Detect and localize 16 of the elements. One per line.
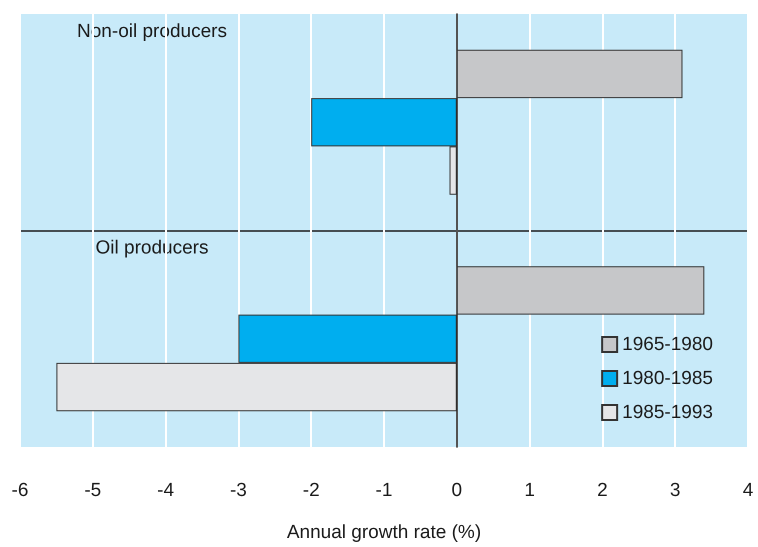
x-tick-label: 2 xyxy=(597,480,608,501)
x-tick-label: 0 xyxy=(452,480,462,501)
x-tick-label: 4 xyxy=(742,480,754,501)
legend-label: 1965-1980 xyxy=(622,334,714,355)
x-tick-label: -5 xyxy=(84,480,102,501)
x-tick-label: 3 xyxy=(670,480,680,501)
legend-label: 1980-1985 xyxy=(622,368,714,389)
x-tick-label: -6 xyxy=(12,480,28,501)
x-tick-label: -4 xyxy=(157,480,174,501)
legend-label: 1985-1993 xyxy=(622,402,714,423)
x-axis-title: Annual growth rate (%) xyxy=(286,522,482,543)
y-tick-label: Oil producers xyxy=(96,238,208,258)
x-tick-label: -2 xyxy=(302,480,320,501)
x-tick-label: -3 xyxy=(230,480,247,501)
x-tick-label: 1 xyxy=(524,480,535,501)
x-tick-label: -1 xyxy=(376,480,392,501)
